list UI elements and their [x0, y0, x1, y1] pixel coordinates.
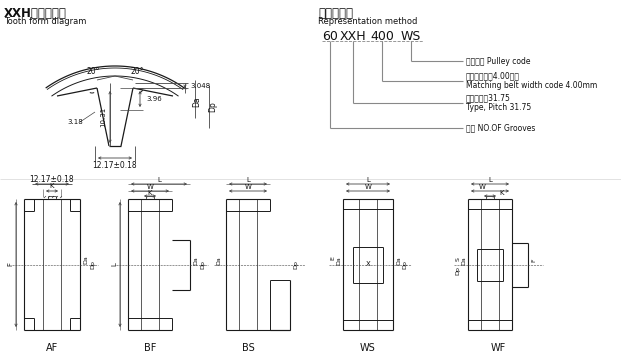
Text: F: F: [532, 259, 537, 262]
Text: WS: WS: [360, 343, 376, 353]
Text: Dp: Dp: [201, 260, 206, 269]
Text: X: X: [366, 262, 370, 267]
Text: 3.048: 3.048: [190, 83, 210, 89]
Text: 20°: 20°: [86, 68, 100, 77]
Text: L: L: [246, 177, 250, 183]
Text: K: K: [148, 190, 152, 196]
Text: L: L: [111, 263, 117, 266]
Text: Da: Da: [461, 256, 466, 265]
Text: W: W: [365, 184, 371, 190]
Text: Type, Pitch 31.75: Type, Pitch 31.75: [466, 104, 531, 112]
Text: 配带宽度代号4.00英寸: 配带宽度代号4.00英寸: [466, 72, 520, 80]
Text: Dp: Dp: [91, 260, 96, 269]
Text: 60: 60: [322, 30, 338, 42]
Text: W: W: [147, 184, 153, 190]
Text: BS: BS: [242, 343, 255, 353]
Text: BF: BF: [144, 343, 156, 353]
Text: L: L: [488, 177, 492, 183]
Text: 齿数 NO.OF Grooves: 齿数 NO.OF Grooves: [466, 124, 535, 132]
Text: W: W: [245, 184, 252, 190]
Text: 表示方法：: 表示方法：: [318, 7, 353, 20]
Text: K: K: [50, 183, 54, 189]
Text: Da: Da: [396, 256, 402, 265]
Text: XXH: XXH: [340, 30, 366, 42]
Text: 20°: 20°: [130, 68, 143, 77]
Text: L: L: [366, 177, 370, 183]
Text: 10.31: 10.31: [100, 107, 106, 127]
Text: E: E: [330, 257, 335, 261]
Text: W: W: [479, 184, 486, 190]
Text: 轮形代号 Pulley code: 轮形代号 Pulley code: [466, 57, 530, 66]
Text: WF: WF: [491, 343, 505, 353]
Text: 12.17±0.18: 12.17±0.18: [30, 174, 75, 183]
Text: Da: Da: [217, 256, 222, 265]
Text: Dp: Dp: [455, 266, 461, 275]
Text: Matching belt width code 4.00mm: Matching belt width code 4.00mm: [466, 82, 597, 90]
Text: Tooth form diagram: Tooth form diagram: [4, 17, 86, 26]
Text: XXH型齿形图：: XXH型齿形图：: [4, 7, 67, 20]
Text: Da: Da: [194, 256, 199, 265]
Text: F: F: [7, 262, 13, 267]
Text: S: S: [455, 257, 461, 261]
Text: WS: WS: [401, 30, 421, 42]
Text: K: K: [500, 190, 504, 196]
Text: Dp: Dp: [294, 260, 299, 269]
Text: L: L: [157, 177, 161, 183]
Text: 12.17±0.18: 12.17±0.18: [93, 162, 137, 171]
Text: Dp: Dp: [402, 260, 407, 269]
Text: Dp: Dp: [209, 101, 217, 112]
Text: 3.18: 3.18: [67, 119, 83, 125]
Text: Da: Da: [83, 255, 89, 264]
Text: Da: Da: [337, 256, 342, 265]
Text: 3.96: 3.96: [146, 96, 161, 102]
Text: 400: 400: [370, 30, 394, 42]
Text: 型号，节距31.75: 型号，节距31.75: [466, 94, 511, 103]
Text: Representation method: Representation method: [318, 17, 417, 26]
Text: Da: Da: [193, 97, 201, 107]
Text: AF: AF: [46, 343, 58, 353]
